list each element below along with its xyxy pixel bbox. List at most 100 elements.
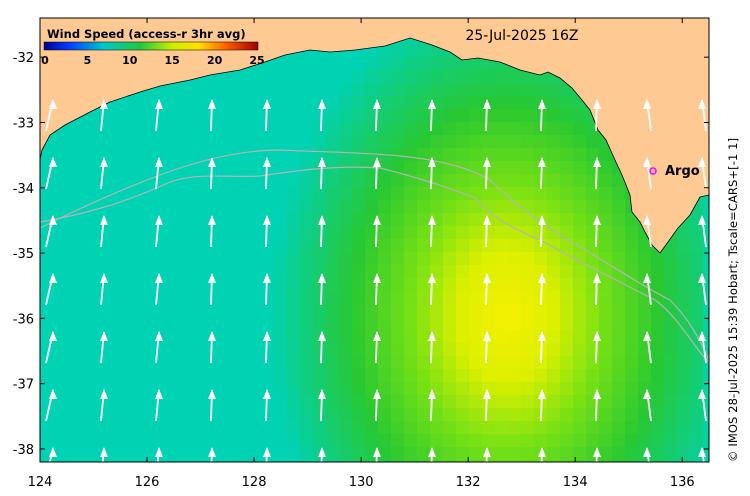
wind-cell — [222, 447, 236, 461]
wind-cell — [209, 122, 223, 136]
wind-cell — [248, 174, 262, 188]
wind-cell — [66, 343, 80, 357]
wind-cell — [248, 369, 262, 383]
wind-cell — [261, 421, 275, 435]
wind-cell — [287, 187, 301, 201]
wind-cell — [508, 83, 522, 97]
wind-cell — [664, 252, 678, 266]
wind-cell — [131, 421, 145, 435]
wind-cell — [105, 148, 119, 162]
wind-cell — [170, 317, 184, 331]
wind-cell — [495, 434, 509, 448]
wind-cell — [664, 330, 678, 344]
wind-cell — [612, 460, 626, 462]
wind-cell — [456, 57, 470, 71]
wind-cell — [482, 434, 496, 448]
wind-cell — [261, 135, 275, 149]
wind-cell — [495, 70, 509, 84]
wind-cell — [196, 304, 210, 318]
wind-cell — [404, 265, 418, 279]
wind-cell — [417, 44, 431, 58]
wind-cell — [599, 200, 613, 214]
wind-cell — [391, 291, 405, 305]
wind-cell — [235, 83, 249, 97]
wind-cell — [131, 278, 145, 292]
wind-cell — [248, 343, 262, 357]
wind-cell — [339, 317, 353, 331]
wind-cell — [417, 135, 431, 149]
wind-cell — [170, 96, 184, 110]
wind-cell — [352, 83, 366, 97]
wind-cell — [352, 408, 366, 422]
wind-cell — [248, 304, 262, 318]
wind-cell — [443, 135, 457, 149]
wind-cell — [326, 239, 340, 253]
wind-cell — [560, 200, 574, 214]
wind-cell — [638, 382, 652, 396]
wind-cell — [66, 434, 80, 448]
wind-cell — [352, 382, 366, 396]
wind-cell — [443, 109, 457, 123]
wind-cell — [183, 122, 197, 136]
wind-cell — [105, 460, 119, 462]
wind-arrow — [698, 273, 707, 306]
wind-cell — [365, 200, 379, 214]
wind-cell — [378, 434, 392, 448]
wind-cell — [131, 265, 145, 279]
wind-cell — [378, 161, 392, 175]
wind-cell — [573, 317, 587, 331]
wind-cell — [170, 252, 184, 266]
wind-cell — [365, 57, 379, 71]
wind-cell — [222, 252, 236, 266]
wind-arrow — [155, 389, 163, 422]
wind-cell — [391, 122, 405, 136]
wind-cell — [443, 369, 457, 383]
wind-cell — [391, 395, 405, 409]
wind-cell — [339, 434, 353, 448]
wind-cell — [469, 317, 483, 331]
wind-cell — [690, 265, 704, 279]
wind-cell — [495, 369, 509, 383]
wind-cell — [300, 369, 314, 383]
wind-cell — [573, 239, 587, 253]
wind-cell — [482, 83, 496, 97]
wind-cell — [456, 291, 470, 305]
wind-cell — [157, 356, 171, 370]
wind-arrow — [698, 99, 707, 132]
wind-cell — [209, 174, 223, 188]
wind-cell — [378, 278, 392, 292]
wind-cell — [599, 187, 613, 201]
wind-cell — [118, 148, 132, 162]
wind-cell — [378, 213, 392, 227]
wind-cell — [690, 226, 704, 240]
wind-cell — [170, 460, 184, 462]
wind-cell — [170, 239, 184, 253]
wind-cell — [508, 239, 522, 253]
wind-cell — [274, 96, 288, 110]
wind-cell — [287, 239, 301, 253]
wind-cell — [391, 57, 405, 71]
wind-cell — [521, 187, 535, 201]
wind-arrow — [263, 157, 271, 190]
wind-arrow — [483, 389, 491, 422]
wind-cell — [482, 148, 496, 162]
wind-cell — [235, 174, 249, 188]
wind-cell — [456, 317, 470, 331]
wind-cell — [118, 265, 132, 279]
wind-cell — [482, 382, 496, 396]
wind-cell — [248, 135, 262, 149]
wind-cell — [521, 96, 535, 110]
wind-cell — [131, 96, 145, 110]
wind-arrow — [155, 273, 163, 306]
wind-cell — [573, 109, 587, 123]
wind-cell — [222, 291, 236, 305]
wind-cell — [677, 460, 691, 462]
wind-cell — [235, 291, 249, 305]
wind-cell — [196, 252, 210, 266]
wind-cell — [560, 109, 574, 123]
wind-cell — [92, 187, 106, 201]
wind-cell — [495, 187, 509, 201]
wind-cell — [469, 226, 483, 240]
wind-cell — [261, 83, 275, 97]
colorbar-tick-label: 0 — [41, 54, 49, 67]
